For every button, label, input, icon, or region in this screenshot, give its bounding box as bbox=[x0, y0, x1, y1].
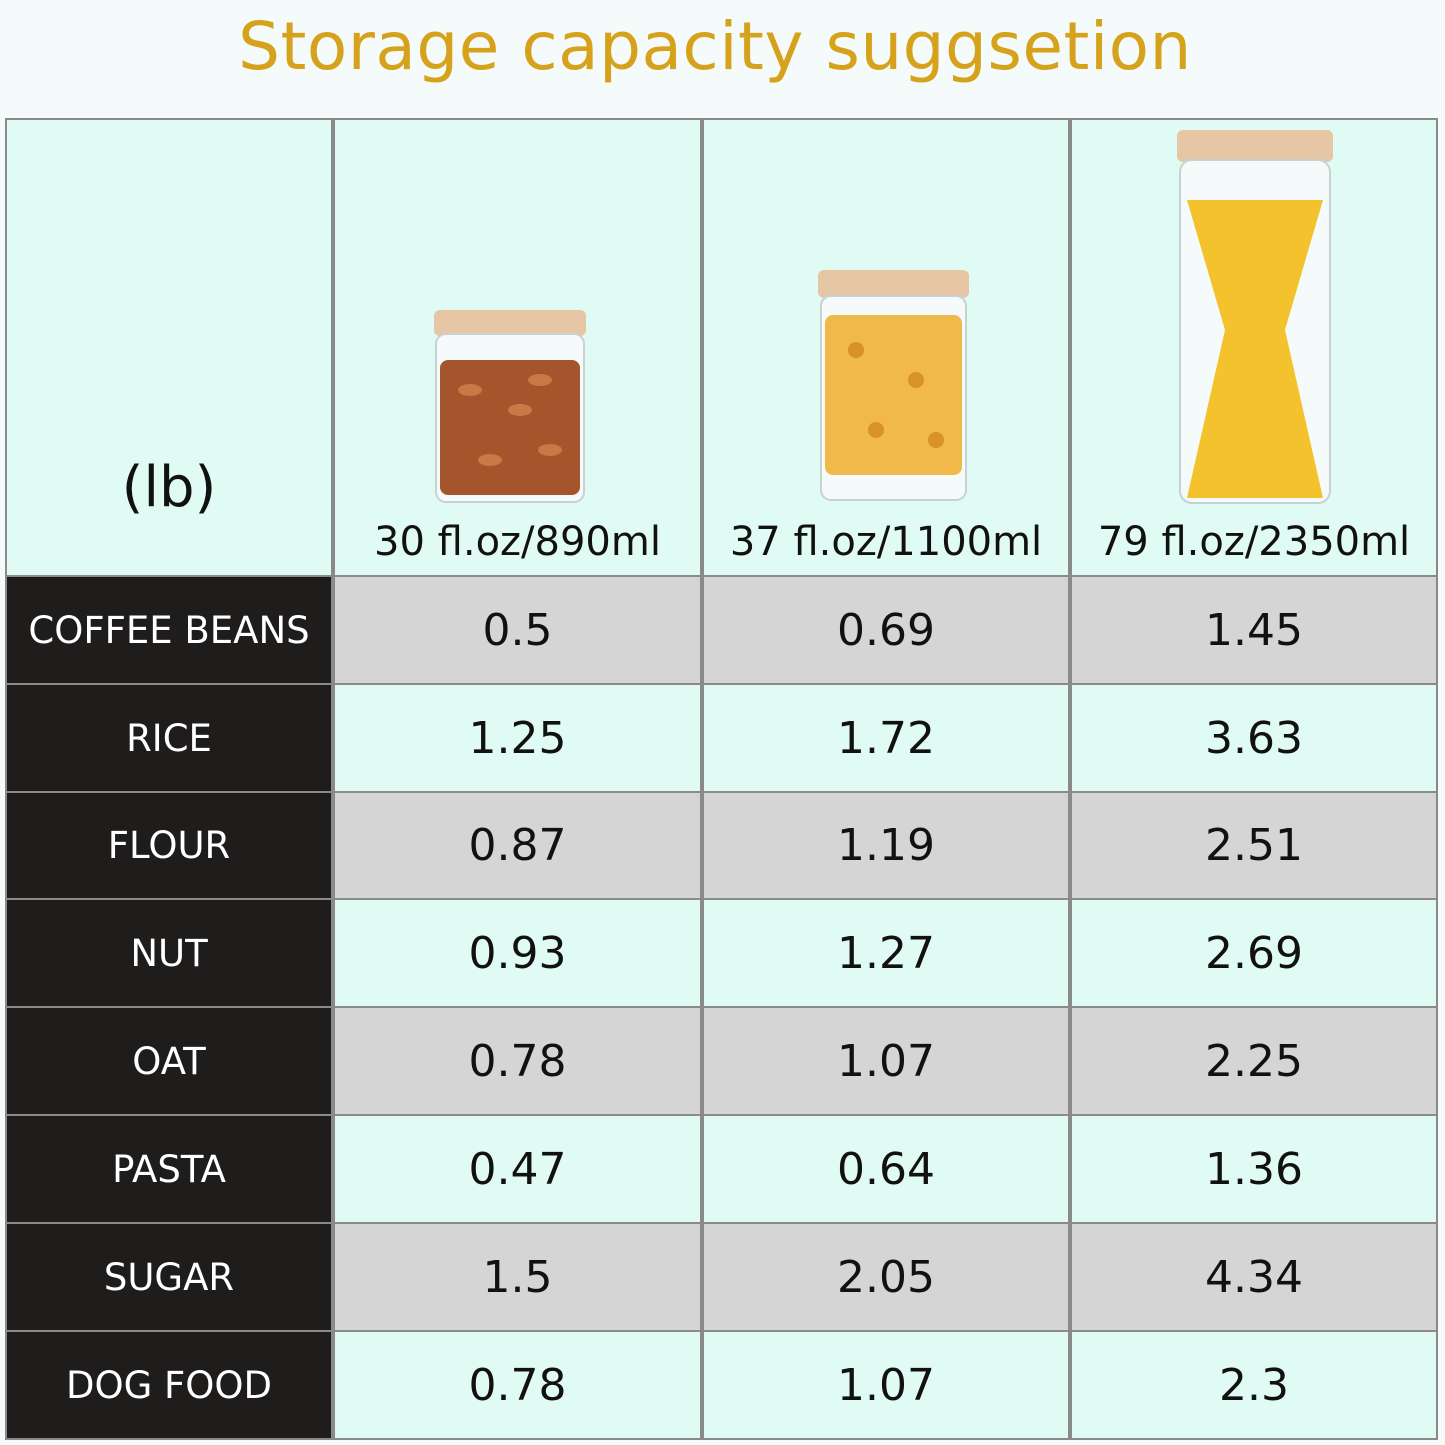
table-cell: 1.72 bbox=[704, 685, 1068, 791]
row-label: NUT bbox=[7, 900, 331, 1006]
row-label: RICE bbox=[7, 685, 331, 791]
jar-farfalle-image bbox=[818, 270, 969, 501]
table-cell: 1.07 bbox=[704, 1332, 1068, 1438]
table-cell: 0.78 bbox=[335, 1332, 700, 1438]
table-cell: 0.64 bbox=[704, 1116, 1068, 1222]
column-header-label: 37 fl.oz/1100ml bbox=[729, 519, 1043, 565]
table-cell: 2.25 bbox=[1072, 1008, 1436, 1114]
column-header-large: 79 fl.oz/2350ml bbox=[1072, 120, 1436, 575]
column-header-label: 30 fl.oz/890ml bbox=[374, 519, 661, 565]
table-cell: 0.93 bbox=[335, 900, 700, 1006]
table-cell: 2.51 bbox=[1072, 793, 1436, 898]
table-cell: 1.19 bbox=[704, 793, 1068, 898]
row-label: FLOUR bbox=[7, 793, 331, 898]
table-cell: 3.63 bbox=[1072, 685, 1436, 791]
table-cell: 1.25 bbox=[335, 685, 700, 791]
table-cell: 0.69 bbox=[704, 577, 1068, 683]
table-cell: 0.87 bbox=[335, 793, 700, 898]
unit-label: (lb) bbox=[7, 120, 331, 575]
row-label: COFFEE BEANS bbox=[7, 577, 331, 683]
table-cell: 1.27 bbox=[704, 900, 1068, 1006]
table-cell: 2.69 bbox=[1072, 900, 1436, 1006]
column-header-medium: 37 fl.oz/1100ml bbox=[704, 120, 1068, 575]
table-cell: 4.34 bbox=[1072, 1224, 1436, 1330]
table-cell: 1.45 bbox=[1072, 577, 1436, 683]
row-label: OAT bbox=[7, 1008, 331, 1114]
table-cell: 0.47 bbox=[335, 1116, 700, 1222]
jar-spaghetti-image bbox=[1177, 130, 1333, 504]
table-cell: 2.05 bbox=[704, 1224, 1068, 1330]
table-cell: 1.07 bbox=[704, 1008, 1068, 1114]
row-label: SUGAR bbox=[7, 1224, 331, 1330]
table-cell: 1.5 bbox=[335, 1224, 700, 1330]
page-title: Storage capacity suggsetion bbox=[238, 8, 1192, 85]
table-cell: 1.36 bbox=[1072, 1116, 1436, 1222]
column-header-small: 30 fl.oz/890ml bbox=[335, 120, 700, 575]
table-cell: 0.5 bbox=[335, 577, 700, 683]
jar-almonds-image bbox=[434, 310, 586, 503]
row-label: PASTA bbox=[7, 1116, 331, 1222]
column-header-label: 79 fl.oz/2350ml bbox=[1097, 519, 1411, 565]
capacity-table: (lb) 30 fl.oz/890ml 37 fl.oz/1100ml 79 f… bbox=[5, 118, 1438, 1440]
row-label: DOG FOOD bbox=[7, 1332, 331, 1438]
table-cell: 2.3 bbox=[1072, 1332, 1436, 1438]
table-cell: 0.78 bbox=[335, 1008, 700, 1114]
